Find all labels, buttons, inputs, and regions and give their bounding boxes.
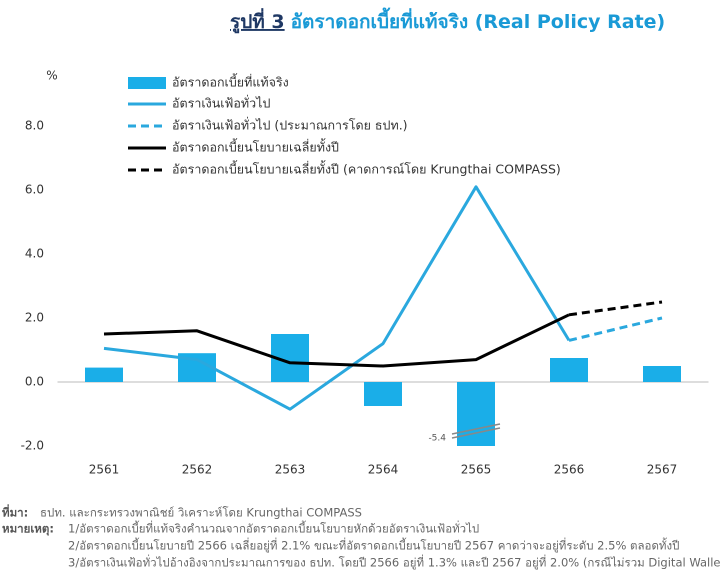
line [103, 185, 571, 411]
legend-label: อัตราดอกเบี้ยที่แท้จริง [172, 73, 289, 90]
note: 1/อัตราดอกเบี้ยที่แท้จริงคำนวณจากอัตราดอ… [68, 521, 479, 536]
chart-title-group: รูปที่ 3 อัตราดอกเบี้ยที่แท้จริง (Real Po… [230, 7, 665, 34]
x-tick-label: 2562 [182, 463, 213, 477]
figure-label: รูปที่ 3 [230, 8, 285, 34]
line [568, 316, 663, 342]
bar [364, 382, 402, 406]
axis-break [451, 427, 501, 439]
y-tick-label: -2.0 [21, 439, 44, 453]
notes-label: หมายเหตุ: [2, 522, 54, 537]
x-tick-label: 2564 [368, 463, 399, 477]
note: 2/อัตราดอกเบี้ยนโยบายปี 2566 เฉลี่ยอยู่ท… [68, 538, 679, 553]
source: ธปท. และกระทรวงพาณิชย์ วิเคราะห์โดย Krun… [40, 506, 362, 520]
bar [550, 358, 588, 382]
y-tick-label: 6.0 [25, 183, 44, 197]
x-tick-label: 2561 [89, 463, 120, 477]
x-tick-label: 2566 [554, 463, 585, 477]
x-tick-label: 2567 [647, 463, 678, 477]
y-tick-label: 2.0 [25, 311, 44, 325]
chart-title: อัตราดอกเบี้ยที่แท้จริง (Real Policy Rat… [291, 7, 666, 33]
line [568, 300, 663, 317]
source-label: ที่มา: [2, 504, 28, 520]
note: 3/อัตราเงินเฟ้อทั่วไปอ้างอิงจากประมาณการ… [68, 555, 720, 570]
data-label: -5.4 [428, 434, 446, 444]
line [103, 313, 570, 368]
y-tick-label: 8.0 [25, 119, 44, 133]
legend-label: อัตราดอกเบี้ยนโยบายเฉลี่ยทั้งปี (คาดการณ… [172, 160, 561, 177]
legend-label: อัตราเงินเฟ้อทั่วไป (ประมาณการโดย ธปท.) [172, 117, 408, 133]
bar [643, 366, 681, 382]
y-tick-label: 0.0 [25, 375, 44, 389]
bar [85, 367, 123, 382]
x-tick-label: 2563 [275, 463, 306, 477]
axis-break [451, 423, 501, 435]
legend-label: อัตราเงินเฟ้อทั่วไป [172, 95, 270, 111]
y-unit: % [46, 69, 57, 83]
legend-swatch [128, 77, 166, 89]
y-tick-label: 4.0 [25, 247, 44, 261]
legend-label: อัตราดอกเบี้ยนโยบายเฉลี่ยทั้งปี [172, 138, 339, 155]
x-tick-label: 2565 [461, 463, 492, 477]
